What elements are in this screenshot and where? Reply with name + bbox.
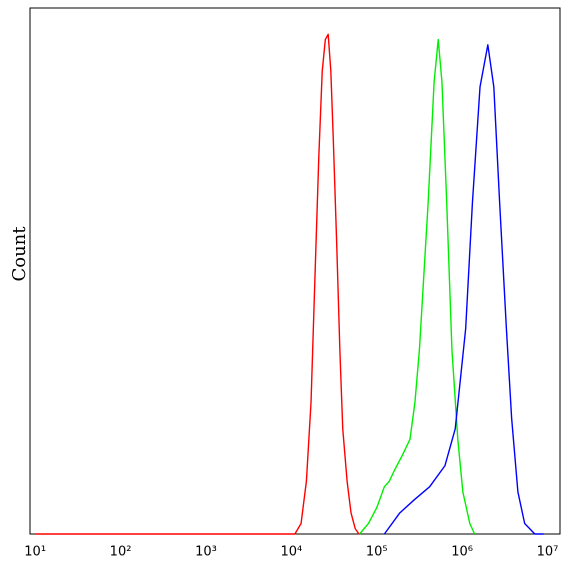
x-tick-label: 10² [110, 545, 132, 560]
x-tick-label: 10⁴ [280, 545, 302, 560]
x-tick-label: 10⁶ [451, 545, 473, 560]
histogram-line [359, 38, 476, 535]
y-axis-label: Count [9, 226, 30, 282]
x-tick-label: 10³ [195, 545, 217, 560]
x-tick-label: 10⁵ [366, 545, 388, 560]
histogram-line [383, 44, 544, 535]
x-tick-label: 10⁷ [537, 545, 559, 560]
x-tick-label: 10¹ [24, 545, 46, 560]
histogram-line [35, 33, 360, 535]
